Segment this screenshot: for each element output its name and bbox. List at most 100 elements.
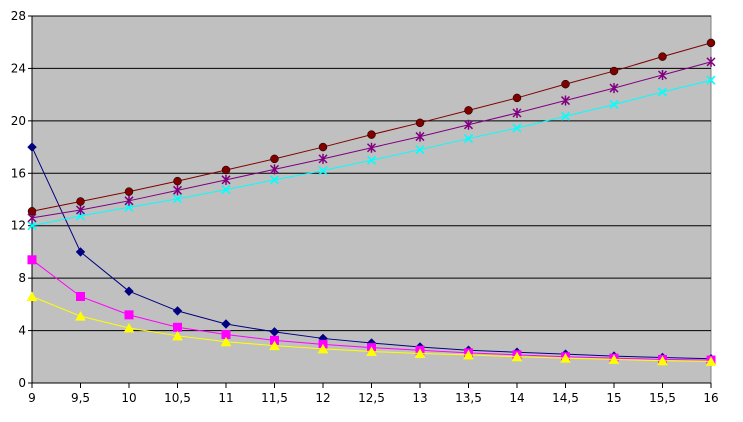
data-point: [560, 111, 571, 121]
x-tick-label: 12,5: [358, 391, 385, 405]
data-point: [464, 106, 473, 115]
y-tick-label: 28: [11, 9, 26, 23]
data-point: [172, 185, 183, 196]
data-point: [124, 286, 134, 296]
data-point: [26, 291, 38, 301]
x-tick-label: 15: [606, 391, 621, 405]
data-point: [124, 202, 134, 212]
data-point: [657, 87, 668, 97]
y-tick-label: 20: [11, 114, 26, 128]
data-point: [706, 75, 716, 85]
y-tick-label: 24: [11, 61, 26, 75]
data-point: [172, 330, 183, 341]
data-point: [511, 351, 523, 362]
x-tick-label: 13,5: [455, 391, 482, 405]
data-point: [414, 348, 426, 359]
data-point: [657, 355, 668, 366]
data-point: [220, 336, 232, 347]
x-tick-label: 13: [412, 391, 427, 405]
y-tick-label: 8: [18, 271, 26, 285]
data-point: [173, 176, 182, 186]
data-point: [560, 95, 571, 106]
data-point: [463, 119, 474, 130]
data-point: [76, 197, 85, 206]
data-point: [657, 69, 668, 80]
data-point: [269, 164, 280, 175]
data-point: [463, 349, 474, 360]
x-tick-label: 11,5: [261, 391, 288, 405]
data-point: [366, 346, 377, 357]
data-point: [609, 83, 619, 94]
x-tick-label: 10,5: [164, 391, 191, 405]
x-tick-label: 11: [218, 391, 233, 405]
data-point: [221, 319, 231, 329]
data-point: [512, 123, 522, 133]
data-point: [123, 322, 135, 333]
data-point: [173, 322, 182, 332]
data-point: [608, 354, 620, 364]
data-point: [318, 142, 328, 152]
data-point: [27, 221, 37, 231]
data-point: [415, 131, 425, 142]
data-point: [124, 195, 134, 206]
data-point: [609, 66, 619, 76]
series-3: [26, 291, 717, 366]
data-point: [705, 356, 717, 366]
plot-area: [31, 15, 712, 384]
series-group: [26, 38, 717, 366]
data-point: [270, 154, 279, 164]
data-point: [27, 255, 37, 265]
data-point: [269, 340, 280, 351]
data-point: [366, 142, 377, 153]
x-tick-label: 14,5: [552, 391, 579, 405]
series-4: [27, 75, 716, 231]
data-point: [75, 247, 86, 257]
data-point: [366, 155, 377, 165]
data-point: [269, 327, 280, 337]
data-point: [269, 175, 280, 185]
series-5: [27, 56, 716, 223]
data-point: [512, 93, 522, 103]
data-point: [27, 142, 37, 152]
data-point: [124, 310, 134, 320]
data-point: [27, 207, 37, 216]
data-point: [221, 174, 231, 185]
y-tick-label: 4: [18, 324, 26, 338]
y-tick-label: 12: [11, 219, 26, 233]
data-point: [124, 187, 134, 196]
data-point: [317, 343, 329, 354]
data-point: [76, 291, 85, 301]
data-point: [415, 118, 425, 128]
data-point: [415, 145, 425, 155]
data-point: [318, 166, 328, 176]
data-point: [172, 306, 183, 316]
data-point: [221, 185, 231, 195]
data-point: [706, 38, 716, 48]
x-tick-label: 16: [703, 391, 718, 405]
data-point: [560, 353, 571, 363]
data-point: [318, 153, 328, 164]
data-point: [75, 204, 86, 215]
x-tick-label: 9,5: [71, 391, 90, 405]
data-point: [463, 133, 474, 144]
y-tick-label: 0: [18, 376, 26, 390]
data-point: [609, 99, 619, 110]
y-tick-label: 16: [11, 166, 26, 180]
data-point: [706, 56, 716, 67]
axes: 0 4 8 12 16 20 24 28 9 9,5 10 10,5 11 11,5 12 12,5 13 13,…: [11, 9, 719, 405]
x-tick-label: 15,5: [649, 391, 676, 405]
x-tick-label: 10: [121, 391, 136, 405]
data-point: [367, 130, 376, 139]
x-tick-label: 12: [315, 391, 330, 405]
data-point: [512, 107, 522, 118]
data-point: [561, 79, 570, 89]
x-tick-label: 14: [509, 391, 524, 405]
data-point: [221, 165, 231, 175]
data-point: [658, 52, 667, 61]
x-tick-label: 9: [28, 391, 36, 405]
data-point: [172, 194, 183, 204]
series-6: [27, 38, 716, 216]
data-point: [75, 311, 86, 321]
